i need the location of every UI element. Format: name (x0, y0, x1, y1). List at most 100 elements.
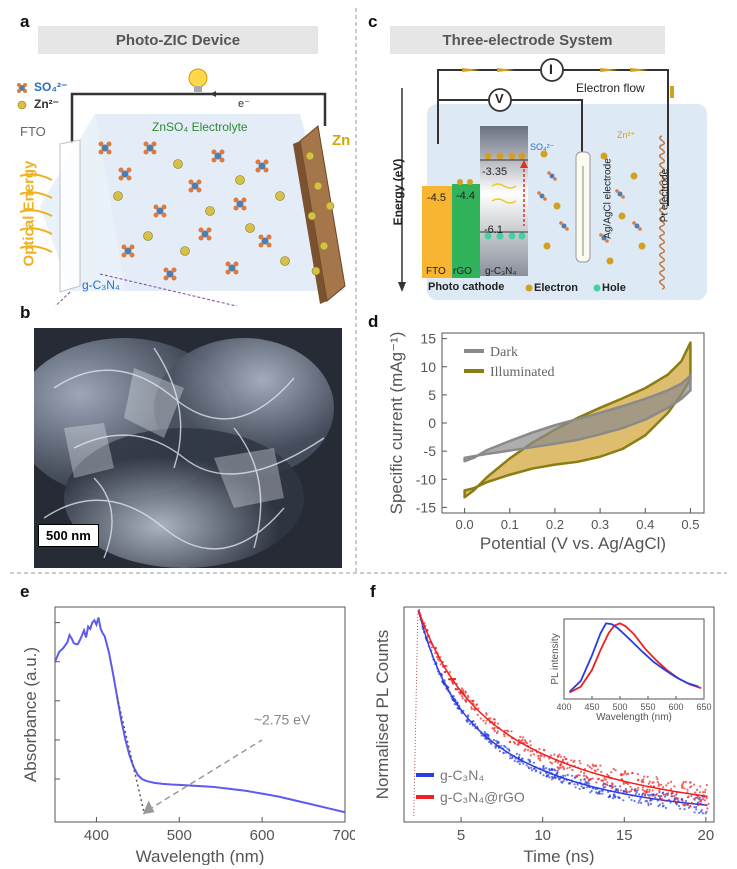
ions-c-sulfate (537, 171, 642, 243)
chart-f-point (468, 722, 471, 726)
chart-f-point (636, 789, 639, 792)
chart-f-point (595, 781, 598, 784)
chart-f-inset-xtick-label: 600 (668, 702, 683, 712)
chart-f-point (694, 796, 697, 799)
scale-bar-label: 500 nm (38, 524, 99, 547)
chart-f-point (689, 781, 692, 784)
chart-f-point (525, 764, 528, 767)
chart-d-xtick-label: 0.2 (546, 517, 564, 532)
chart-f-point (687, 795, 690, 798)
chart-d-legend-illuminated: Illuminated (490, 365, 555, 380)
chart-f-point (633, 789, 636, 792)
chart-f-point (542, 774, 545, 777)
cb-electrons (484, 152, 526, 160)
chart-f-point (537, 754, 540, 758)
chart-f-point (448, 671, 451, 674)
chart-f-point (641, 788, 644, 791)
chart-e-xlabel: Wavelength (nm) (136, 847, 265, 865)
chart-d-ytick-label: 5 (428, 387, 436, 403)
chart-f-point (696, 788, 699, 791)
chart-f-point (597, 777, 600, 780)
chart-f-point (522, 736, 525, 739)
chart-f-point (638, 793, 641, 796)
electron-flow-label: Electron flow (576, 81, 645, 95)
chart-f-point (604, 786, 607, 789)
chart-f-point (461, 695, 464, 698)
chart-d-xtick-label: 0.0 (456, 517, 474, 532)
chart-d-ytick-label: 10 (420, 359, 436, 375)
label-optical-energy: Optical Energy (20, 160, 38, 267)
chart-f-point (638, 799, 641, 802)
chart-f-point (516, 760, 519, 763)
chart-f-point (612, 767, 615, 770)
chart-f-point (513, 759, 516, 763)
chart-f-point (510, 730, 513, 733)
chart-f-point (705, 797, 708, 800)
chart-f-point (582, 786, 585, 790)
chart-f-point (696, 796, 699, 800)
chart-f-point (614, 785, 617, 788)
chart-f-point (615, 788, 618, 791)
chart-f-point (518, 753, 521, 756)
zn2-label-c: Zn²⁺ (617, 130, 636, 140)
rgo-level: -4.4 (456, 190, 475, 202)
chart-f-point (687, 806, 690, 809)
chart-f-point (696, 801, 700, 804)
chart-f-point (704, 788, 707, 791)
chart-f-point (579, 762, 582, 765)
chart-f-point (586, 764, 589, 767)
chart-f-point (554, 769, 557, 772)
chart-f-point (681, 782, 684, 785)
chart-f-point (518, 762, 521, 766)
chart-f-point (462, 689, 465, 692)
chart-f-inset-frame (563, 618, 705, 700)
chart-f-point (543, 749, 546, 752)
chart-f-point (648, 788, 651, 791)
chart-f-point (648, 780, 651, 783)
chart-d-legend-dark: Dark (490, 345, 518, 360)
chart-d-ytick-label: 15 (420, 331, 436, 347)
chart-f-point (496, 722, 500, 725)
chart-f-point (635, 791, 638, 794)
chart-f-point (548, 776, 551, 779)
rgo-bar (452, 184, 480, 278)
chart-f-point (594, 770, 597, 773)
chart-f-point (625, 773, 628, 776)
chart-f-point (484, 722, 487, 725)
legend-zinc: Zn²⁻ (34, 97, 59, 111)
chart-f-point (706, 807, 709, 810)
chart-f-point (637, 801, 640, 804)
chart-f-point (670, 795, 673, 798)
chart-f-point (684, 803, 687, 806)
chart-f-point (703, 799, 706, 802)
chart-f-point (645, 788, 649, 791)
chart-f-point (492, 738, 496, 742)
chart-f-point (637, 778, 640, 781)
chart-f-point (693, 811, 696, 814)
panel-letter-b: b (20, 303, 31, 322)
chart-f-point (630, 798, 633, 802)
chart-f-point (611, 782, 614, 785)
chart-f-point (548, 768, 551, 771)
chart-f-inset-xlabel: Wavelength (nm) (596, 712, 672, 723)
chart-f-point (611, 797, 615, 800)
chart-f-point (647, 804, 650, 807)
chart-f-point (664, 806, 667, 809)
label-electrolyte: ZnSO₄ Electrolyte (152, 120, 248, 134)
chart-f-point (602, 784, 605, 787)
chart-f-point (651, 781, 654, 784)
chart-f-point (660, 783, 663, 786)
ag-agcl-label: Ag/AgCl electrode (602, 158, 614, 239)
chart-e-arrow-head (142, 800, 155, 815)
chart-f-point (703, 791, 706, 794)
chart-f-point (528, 760, 531, 763)
chart-f-point (620, 778, 623, 781)
chart-f-point (493, 718, 496, 721)
panel-c-title: Three-electrode System (390, 26, 665, 54)
chart-f-inset-series-gc3n4 (568, 622, 699, 693)
chart-f-point (556, 754, 559, 757)
chart-f-point (480, 734, 483, 737)
ions-c-zinc (540, 150, 646, 265)
chart-f-point (657, 805, 660, 808)
chart-f-xtick-label: 10 (534, 827, 551, 844)
